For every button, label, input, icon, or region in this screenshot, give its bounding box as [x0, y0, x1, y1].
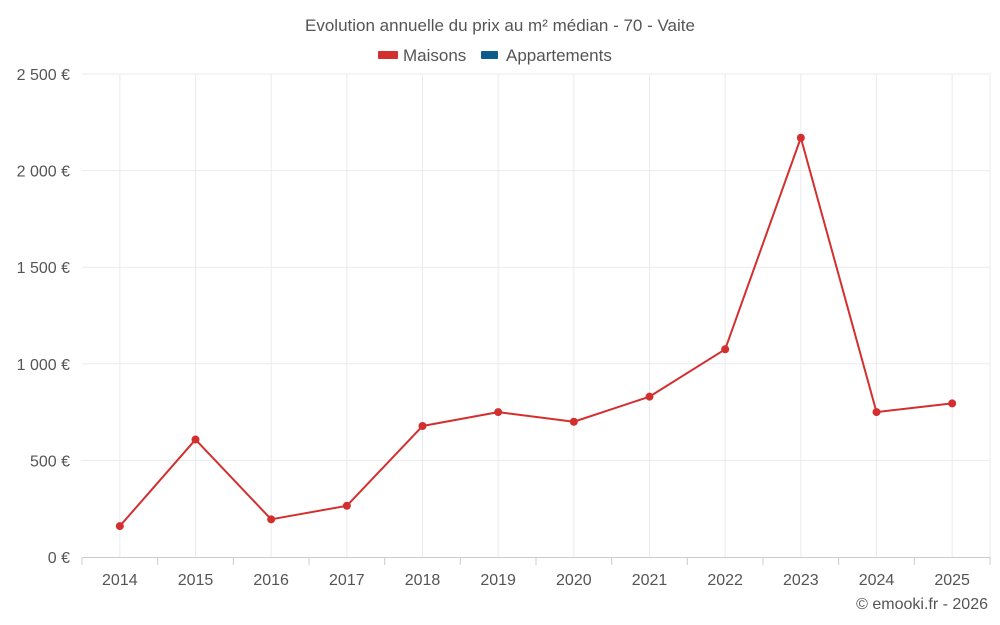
y-tick-label: 500 €: [30, 453, 70, 470]
y-tick-label: 0 €: [48, 550, 70, 567]
legend: Maisons Appartements: [378, 46, 612, 65]
legend-item-appartements[interactable]: Appartements: [481, 46, 612, 65]
data-point-maisons-2024[interactable]: [872, 408, 881, 417]
x-tick-label: 2017: [329, 572, 365, 589]
legend-label-maisons: Maisons: [403, 46, 466, 65]
x-tick-label: 2016: [253, 572, 289, 589]
x-tick-label: 2019: [480, 572, 516, 589]
data-point-maisons-2020[interactable]: [569, 417, 578, 426]
data-point-maisons-2017[interactable]: [342, 501, 351, 510]
y-tick-label: 2 000 €: [17, 164, 70, 181]
y-tick-label: 2 500 €: [17, 67, 70, 84]
y-tick-label: 1 000 €: [17, 357, 70, 374]
data-point-maisons-2016[interactable]: [267, 515, 276, 524]
data-point-maisons-2018[interactable]: [418, 422, 427, 431]
x-tick-label: 2014: [102, 572, 138, 589]
data-point-maisons-2025[interactable]: [948, 399, 957, 408]
data-point-maisons-2023[interactable]: [796, 133, 805, 142]
data-point-maisons-2019[interactable]: [494, 408, 503, 417]
x-tick-label: 2021: [632, 572, 668, 589]
legend-label-appartements: Appartements: [506, 46, 612, 65]
data-point-maisons-2014[interactable]: [115, 522, 124, 531]
x-tick-label: 2024: [859, 572, 895, 589]
axes: 0 € 500 € 1 000 € 1 500 € 2 000 € 2 500 € 2014…: [17, 67, 991, 589]
y-tick-label: 1 500 €: [17, 260, 70, 277]
x-tick-label: 2022: [707, 572, 743, 589]
chart-title: Evolution annuelle du prix au m² médian …: [305, 16, 695, 35]
data-point-maisons-2015[interactable]: [191, 435, 200, 444]
legend-swatch-maisons: [378, 51, 398, 59]
grid: [82, 73, 991, 557]
data-point-maisons-2021[interactable]: [645, 392, 654, 401]
x-tick-label: 2020: [556, 572, 592, 589]
credit-text: © emooki.fr - 2026: [856, 596, 988, 613]
series-line-maisons: [119, 136, 953, 527]
x-tick-label: 2025: [934, 572, 970, 589]
x-tick-label: 2018: [405, 572, 441, 589]
x-tick-label: 2015: [178, 572, 214, 589]
data-point-maisons-2022[interactable]: [721, 345, 730, 354]
x-tick-label: 2023: [783, 572, 819, 589]
series: [115, 133, 957, 531]
legend-item-maisons[interactable]: Maisons: [378, 46, 466, 65]
legend-swatch-appartements: [481, 51, 498, 59]
